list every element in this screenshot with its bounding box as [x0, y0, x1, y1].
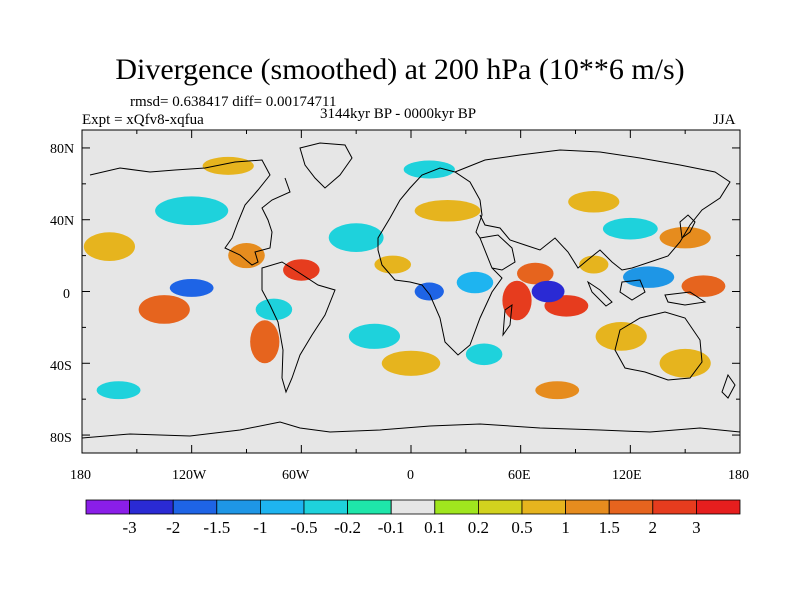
divergence-cell-29 — [283, 259, 320, 281]
lon-tick-60e: 60E — [508, 468, 531, 483]
colorbar-swatch-11 — [565, 499, 610, 515]
coastline-australia — [614, 311, 703, 381]
divergence-cell-0 — [602, 217, 658, 240]
divergence-cell-20 — [535, 381, 580, 400]
divergence-cell-30 — [169, 278, 214, 297]
divergence-cell-7 — [381, 350, 441, 376]
divergence-cell-11 — [568, 191, 620, 213]
divergence-cell-17 — [456, 271, 494, 294]
lon-tick-120e: 120E — [612, 468, 642, 483]
colorbar-swatch-10 — [521, 499, 566, 515]
divergence-field — [83, 156, 726, 400]
colorbar-label: 0.1 — [424, 518, 446, 537]
divergence-cell-28 — [414, 282, 444, 301]
divergence-cell-6 — [348, 323, 401, 349]
coastline-south-america — [261, 261, 336, 394]
colorbar-label: -0.5 — [290, 518, 318, 537]
divergence-cell-9 — [96, 381, 141, 400]
longitude-tick-marks — [81, 130, 741, 453]
colorbar-swatch-12 — [608, 499, 654, 515]
coastline-new-guinea — [664, 291, 707, 306]
coastline-north-america — [89, 159, 291, 266]
lon-tick-120w: 120W — [172, 468, 207, 483]
divergence-cell-14 — [255, 298, 293, 321]
divergence-cell-19 — [659, 226, 711, 249]
lat-tick-40s: 40S — [50, 359, 72, 374]
colorbar-label: 0.2 — [467, 518, 490, 537]
colorbar-label: -1.5 — [203, 518, 231, 537]
coastline-madagascar — [502, 303, 513, 337]
coastline-new-zealand — [721, 373, 736, 399]
colorbar-swatch-8 — [434, 499, 479, 515]
divergence-cell-3 — [155, 196, 229, 226]
colorbar-label: -0.2 — [334, 518, 362, 537]
coastline-greenland — [299, 142, 353, 189]
colorbar-label: -3 — [122, 518, 137, 537]
divergence-cell-31 — [531, 280, 565, 303]
divergence-cell-25 — [681, 275, 726, 297]
coastline-arabia — [479, 234, 516, 271]
lat-tick-80n: 80N — [50, 142, 75, 157]
divergence-cell-12 — [403, 160, 455, 179]
period-label: 3144kyr BP - 0000kyr BP — [320, 106, 477, 122]
lon-tick-180w: 180 — [70, 468, 91, 483]
stats-label: rmsd= 0.638417 diff= 0.00174711 — [130, 94, 337, 110]
lon-tick-180e: 180 — [728, 468, 749, 483]
divergence-cell-13 — [202, 156, 254, 175]
colorbar-label: -0.1 — [377, 518, 405, 537]
lon-tick-0: 0 — [407, 468, 414, 483]
coastline-borneo — [619, 279, 646, 301]
coastline-asia — [454, 149, 731, 271]
colorbar-label: 2 — [648, 518, 658, 537]
colorbar-swatch-0 — [85, 499, 130, 515]
colorbar — [85, 499, 741, 515]
colorbar-swatch-3 — [216, 499, 261, 515]
lon-tick-60w: 60W — [282, 468, 310, 483]
colorbar-swatch-14 — [696, 499, 741, 515]
colorbar-swatch-13 — [652, 499, 697, 515]
lat-tick-40n: 40N — [50, 214, 75, 229]
coastline-antarctica — [82, 421, 740, 439]
figure-title: Divergence (smoothed) at 200 hPa (10**6 … — [115, 53, 685, 86]
colorbar-label: 1 — [561, 518, 570, 537]
experiment-label: Expt = xQfv8-xqfua — [82, 112, 204, 128]
divergence-cell-4 — [83, 232, 136, 261]
divergence-cell-24 — [623, 266, 675, 288]
divergence-cell-10 — [465, 343, 503, 366]
divergence-cell-5 — [595, 322, 647, 351]
coastline-japan — [679, 214, 696, 239]
colorbar-swatch-2 — [172, 499, 218, 515]
colorbar-swatch-6 — [347, 499, 392, 515]
colorbar-swatch-4 — [259, 499, 305, 515]
divergence-cell-8 — [659, 348, 711, 378]
divergence-cell-2 — [328, 223, 384, 253]
divergence-cell-1 — [414, 199, 481, 222]
divergence-cell-23 — [250, 320, 280, 364]
coastline-sumatra — [586, 280, 613, 307]
colorbar-swatch-7 — [390, 499, 436, 515]
colorbar-label: 1.5 — [598, 518, 620, 537]
lat-tick-80s: 80S — [50, 431, 72, 446]
divergence-cell-22 — [138, 295, 190, 324]
divergence-cell-16 — [579, 255, 609, 274]
season-label: JJA — [713, 112, 736, 128]
colorbar-swatch-9 — [477, 499, 523, 515]
colorbar-swatch-1 — [129, 499, 174, 515]
latitude-tick-marks — [82, 147, 740, 436]
divergence-cell-21 — [517, 262, 554, 285]
coastlines — [82, 142, 740, 439]
divergence-cell-15 — [374, 255, 411, 274]
divergence-cell-26 — [502, 280, 532, 321]
colorbar-label: 0.5 — [511, 518, 533, 537]
coastline-europe-africa — [377, 167, 503, 356]
colorbar-label: -1 — [253, 518, 268, 537]
colorbar-swatch-5 — [303, 499, 348, 515]
colorbar-label: 3 — [692, 518, 701, 537]
colorbar-label: -2 — [166, 518, 181, 537]
lat-tick-0: 0 — [63, 287, 70, 302]
divergence-cell-18 — [228, 243, 265, 269]
